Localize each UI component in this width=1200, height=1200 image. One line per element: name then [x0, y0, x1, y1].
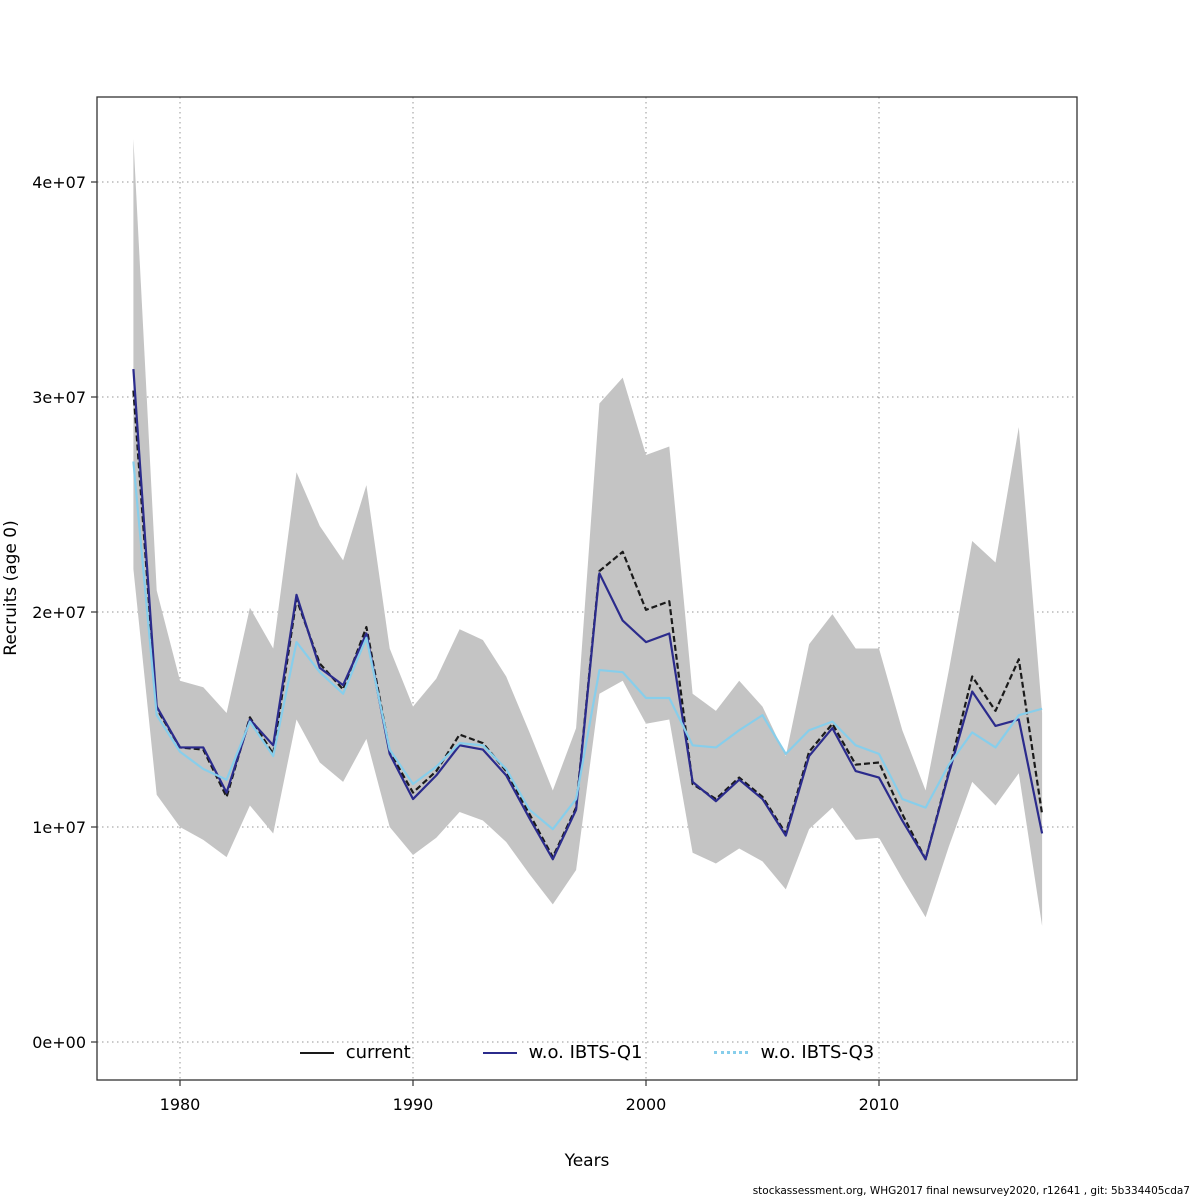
ibts-q3-line-sample-icon	[714, 1051, 749, 1054]
x-tick-label: 2000	[626, 1095, 667, 1114]
x-tick-label: 1980	[160, 1095, 201, 1114]
x-tick-label: 1990	[393, 1095, 434, 1114]
legend-label-current: current	[345, 1042, 411, 1063]
series-line-w-o-ibts-q1	[132, 368, 1044, 861]
legend-entry-wo-ibts-q3: w.o. IBTS-Q3	[714, 1042, 874, 1063]
x-tick-label: 2010	[859, 1095, 900, 1114]
legend-entry-wo-ibts-q1: w.o. IBTS-Q1	[482, 1042, 643, 1063]
y-tick-label: 2e+07	[32, 603, 86, 622]
confidence-band	[133, 139, 1043, 926]
y-tick-label: 3e+07	[32, 388, 86, 407]
plot-border	[96, 96, 1078, 1081]
x-axis-title: Years	[564, 1151, 610, 1171]
y-tick-label: 0e+00	[32, 1033, 86, 1052]
ibts-q1-line-sample-icon	[482, 1051, 517, 1054]
y-tick-label: 4e+07	[32, 173, 86, 192]
footer-attribution: stockassessment.org, WHG2017 final newsu…	[752, 1185, 1190, 1197]
legend-label-wo-ibts-q1: w.o. IBTS-Q1	[528, 1042, 643, 1063]
legend-label-wo-ibts-q3: w.o. IBTS-Q3	[760, 1042, 875, 1063]
y-axis-title: Recruits (age 0)	[1, 520, 21, 655]
current-line-sample-icon	[299, 1051, 334, 1054]
y-tick-label: 1e+07	[32, 818, 86, 837]
legend-entry-current: current	[299, 1042, 411, 1063]
series-line-w-o-ibts-q3	[132, 461, 1043, 831]
legend: current w.o. IBTS-Q1 w.o. IBTS-Q3	[97, 1042, 1077, 1063]
